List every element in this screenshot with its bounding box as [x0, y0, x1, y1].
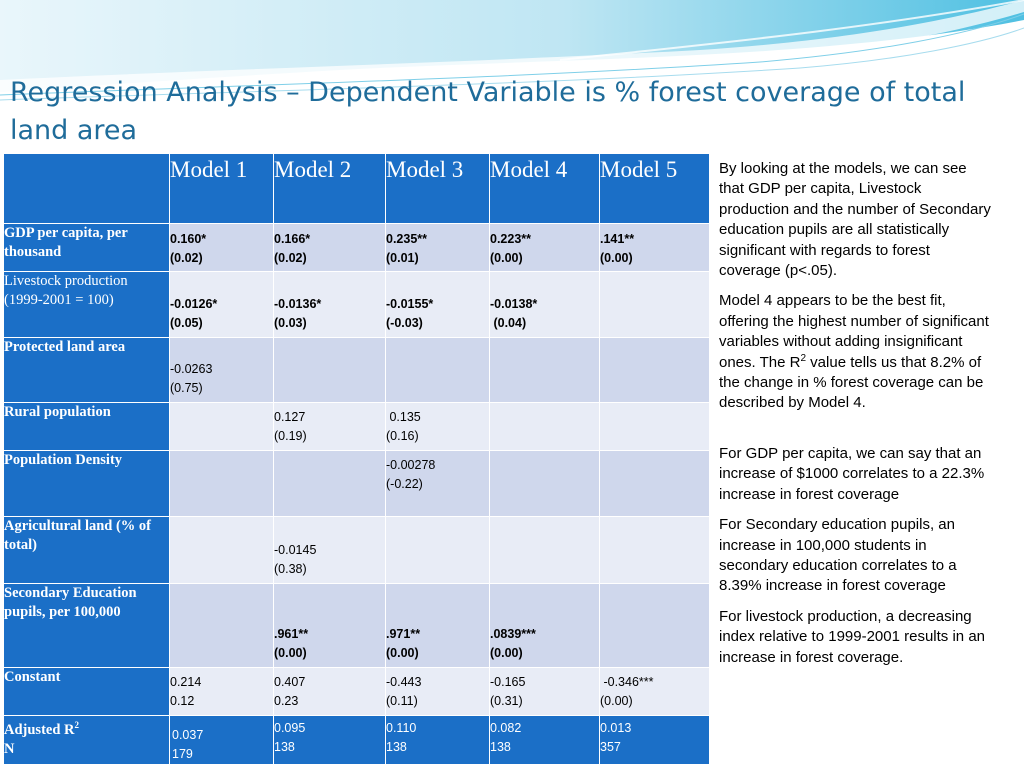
- table-cell: -0.0126* (0.05): [169, 271, 274, 338]
- table-cell: .0839*** (0.00): [489, 583, 600, 668]
- table-cell: -0.165 (0.31): [489, 667, 600, 716]
- table-cell: 0.166* (0.02): [273, 223, 386, 272]
- table-cell: [599, 337, 710, 403]
- table-row: Adjusted R2 N 0.037 179 0.095 138 0.110 138 …: [3, 715, 710, 765]
- table-cell: -0.0155* (-0.03): [385, 271, 490, 338]
- table-cell: 0.135 (0.16): [385, 402, 490, 451]
- table-cell: [385, 337, 490, 403]
- table-cell: [169, 450, 274, 517]
- table-cell: [599, 402, 710, 451]
- table-cell: 0.127 (0.19): [273, 402, 386, 451]
- row-label-adjusted-r2-n: Adjusted R2 N: [3, 715, 170, 765]
- table-cell: [385, 516, 490, 584]
- note-significance: By looking at the models, we can see tha…: [719, 160, 991, 280]
- table-cell: [489, 516, 600, 584]
- table-cell: 0.013 357: [599, 715, 710, 765]
- table-cell: [169, 583, 274, 668]
- table-cell: [273, 337, 386, 403]
- header-model-5: Model 5: [599, 153, 710, 224]
- header-model-4: Model 4: [489, 153, 600, 224]
- regression-table: Model 1 Model 2 Model 3 Model 4 Model 5 …: [3, 153, 710, 765]
- table-cell: .141** (0.00): [599, 223, 710, 272]
- table-row: Livestock production (1999-2001 = 100) -…: [3, 271, 710, 338]
- table-row: Population Density -0.00278 (-0.22): [3, 450, 710, 517]
- header-model-2: Model 2: [273, 153, 386, 224]
- table-cell: [599, 583, 710, 668]
- table-cell: [273, 450, 386, 517]
- row-label-agricultural-land: Agricultural land (% of total): [3, 516, 170, 584]
- table-cell: [489, 337, 600, 403]
- table-cell: 0.110 138: [385, 715, 490, 765]
- note-secondary-education: For Secondary education pupils, an incre…: [719, 516, 957, 595]
- note-best-fit: Model 4 appears to be the best fit, offe…: [719, 292, 989, 412]
- table-row: Protected land area -0.0263 (0.75): [3, 337, 710, 403]
- table-cell: [599, 516, 710, 584]
- row-label-protected-land: Protected land area: [3, 337, 170, 403]
- row-label-gdp: GDP per capita, per thousand: [3, 223, 170, 272]
- table-cell: -0.0263 (0.75): [169, 337, 274, 403]
- table-row: GDP per capita, per thousand 0.160* (0.02…: [3, 223, 710, 272]
- note-gdp: For GDP per capita, we can say that an i…: [719, 444, 985, 503]
- table-cell: 0.223** (0.00): [489, 223, 600, 272]
- table-cell: .961** (0.00): [273, 583, 386, 668]
- table-cell: -0.0138* (0.04): [489, 271, 600, 338]
- slide-title: Regression Analysis – Dependent Variable…: [10, 77, 966, 146]
- row-label-population-density: Population Density: [3, 450, 170, 517]
- table-cell: [599, 450, 710, 517]
- table-row: Agricultural land (% of total) -0.0145 (0…: [3, 516, 710, 584]
- table-cell: -0.00278 (-0.22): [385, 450, 490, 517]
- table-cell: 0.235** (0.01): [385, 223, 490, 272]
- table-header-row: Model 1 Model 2 Model 3 Model 4 Model 5: [3, 153, 710, 224]
- table-cell: -0.443 (0.11): [385, 667, 490, 716]
- table-row: Constant 0.214 0.12 0.407 0.23 -0.443 (0.11…: [3, 667, 710, 716]
- header-corner: [3, 153, 170, 224]
- row-label-constant: Constant: [3, 667, 170, 716]
- row-label-livestock: Livestock production (1999-2001 = 100): [3, 271, 170, 338]
- row-label-rural-population: Rural population: [3, 402, 170, 451]
- table-cell: 0.407 0.23: [273, 667, 386, 716]
- header-model-1: Model 1: [169, 153, 274, 224]
- table-cell: -0.346*** (0.00): [599, 667, 710, 716]
- table-cell: [169, 516, 274, 584]
- notes-panel: By looking at the models, we can see tha…: [719, 159, 991, 668]
- table-cell: [489, 450, 600, 517]
- table-cell: 0.095 138: [273, 715, 386, 765]
- table-cell: [489, 402, 600, 451]
- table-row: Secondary Education pupils, per 100,000 …: [3, 583, 710, 668]
- table-cell: 0.160* (0.02): [169, 223, 274, 272]
- table-cell: .971** (0.00): [385, 583, 490, 668]
- table-row: Rural population 0.127 (0.19) 0.135 (0.16): [3, 402, 710, 451]
- header-model-3: Model 3: [385, 153, 490, 224]
- table-cell: [599, 271, 710, 338]
- row-label-secondary-education: Secondary Education pupils, per 100,000: [3, 583, 170, 668]
- table-cell: [169, 402, 274, 451]
- table-cell: 0.082 138: [489, 715, 600, 765]
- table-cell: 0.214 0.12: [169, 667, 274, 716]
- background-waves: [0, 0, 1024, 110]
- table-cell: 0.037 179: [169, 715, 274, 765]
- table-cell: -0.0145 (0.38): [273, 516, 386, 584]
- table-cell: -0.0136* (0.03): [273, 271, 386, 338]
- note-livestock: For livestock production, a decreasing i…: [719, 607, 986, 666]
